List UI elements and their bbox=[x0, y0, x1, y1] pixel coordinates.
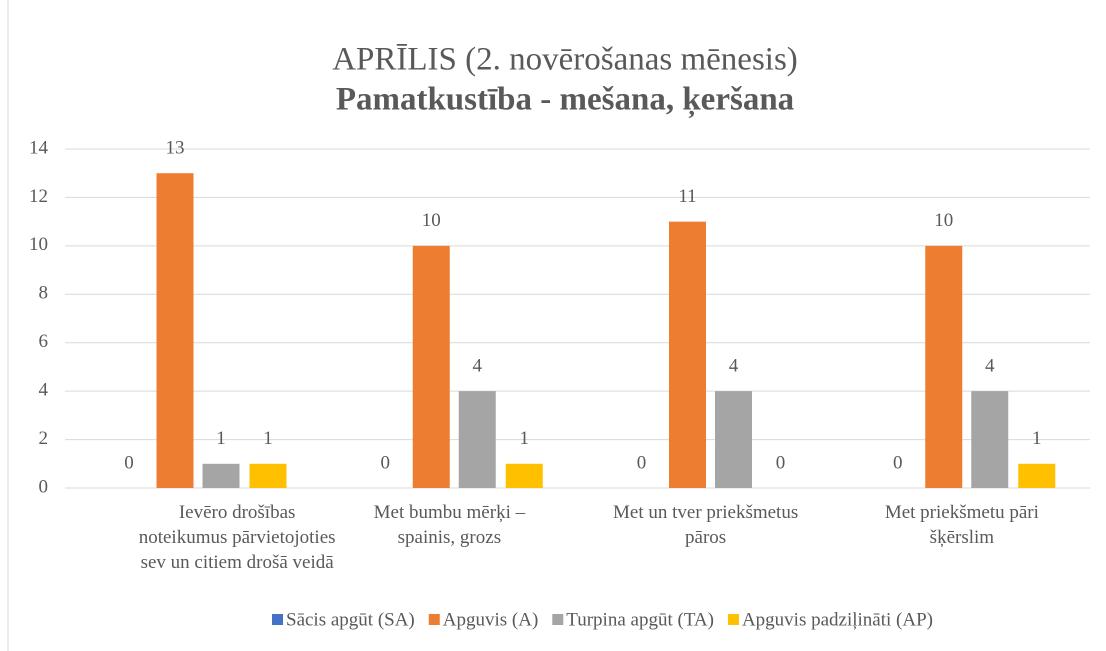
bar bbox=[249, 463, 287, 488]
y-tick-label: 0 bbox=[39, 476, 49, 497]
legend-label: Sācis apgūt (SA) bbox=[286, 609, 415, 630]
data-label: 4 bbox=[985, 356, 995, 377]
legend-label: Apguvis (A) bbox=[443, 609, 539, 630]
legend-swatch bbox=[428, 614, 440, 625]
x-tick-label: Met bumbu mērķi – spainis, grozs bbox=[374, 502, 526, 548]
bar bbox=[458, 391, 496, 488]
legend-label: Turpina apgūt (TA) bbox=[566, 609, 714, 630]
legend-label: Apguvis padziļināti (AP) bbox=[742, 609, 933, 630]
y-tick-label: 12 bbox=[29, 186, 48, 207]
chart-title: APRĪLIS (2. novērošanas mēnesis) bbox=[332, 42, 798, 78]
x-tick-label-line: Met priekšmetu pāri bbox=[885, 502, 1039, 523]
y-tick-label: 2 bbox=[39, 428, 49, 449]
data-label: 11 bbox=[678, 186, 696, 207]
x-tick-label-line: Met bumbu mērķi – bbox=[374, 502, 526, 523]
chart-subtitle: Pamatkustība - mešana, ķeršana bbox=[336, 82, 794, 119]
y-tick-label: 6 bbox=[39, 331, 49, 352]
y-tick-label: 4 bbox=[39, 380, 49, 401]
data-label: 4 bbox=[729, 356, 739, 377]
bar bbox=[156, 173, 194, 488]
x-tick-label-line: pāros bbox=[685, 527, 726, 548]
data-label: 0 bbox=[124, 452, 134, 473]
bar bbox=[505, 463, 543, 488]
legend-swatch bbox=[272, 614, 283, 625]
x-tick-label-line: Met un tver priekšmetus bbox=[613, 502, 798, 523]
data-label: 10 bbox=[934, 210, 953, 231]
data-label: 1 bbox=[216, 428, 226, 449]
data-label: 1 bbox=[263, 428, 273, 449]
x-tick-label-line: spainis, grozs bbox=[398, 527, 501, 548]
bar bbox=[412, 245, 450, 488]
bar bbox=[1018, 463, 1056, 488]
data-label: 0 bbox=[381, 452, 391, 473]
y-tick-label: 10 bbox=[29, 234, 48, 255]
x-tick-label-line: Ievēro drošības bbox=[179, 502, 296, 523]
data-label: 0 bbox=[893, 452, 903, 473]
bar bbox=[971, 391, 1009, 488]
bar bbox=[669, 221, 706, 488]
data-label: 0 bbox=[776, 452, 786, 473]
data-label: 1 bbox=[1032, 428, 1042, 449]
x-tick-label: Ievēro drošības noteikumus pārvietojoties… bbox=[139, 502, 336, 573]
y-tick-label: 8 bbox=[39, 283, 49, 304]
data-label: 1 bbox=[520, 428, 530, 449]
data-label: 10 bbox=[422, 210, 441, 231]
x-tick-label: Met priekšmetu pāri šķērslim bbox=[885, 502, 1039, 548]
x-tick-label-line: noteikumus pārvietojoties bbox=[139, 527, 336, 548]
data-label: 4 bbox=[473, 356, 483, 377]
data-label: 0 bbox=[637, 452, 647, 473]
bar bbox=[715, 391, 752, 488]
legend-swatch bbox=[727, 614, 739, 625]
bar bbox=[202, 463, 240, 488]
y-tick-label: 14 bbox=[29, 137, 49, 158]
x-tick-label: Met un tver priekšmetus pāros bbox=[613, 502, 798, 548]
legend-swatch bbox=[552, 614, 564, 625]
data-label: 13 bbox=[166, 138, 185, 159]
x-tick-label-line: šķērslim bbox=[930, 527, 995, 548]
bar bbox=[925, 245, 963, 488]
x-tick-label-line: sev un citiem drošā veidā bbox=[141, 552, 335, 573]
